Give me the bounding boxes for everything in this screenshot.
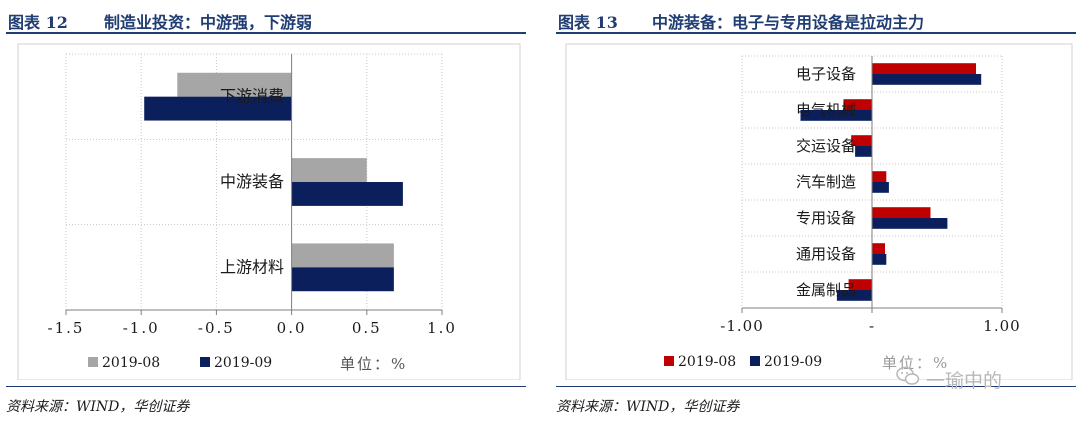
figure-13-bottom-rule — [556, 386, 1076, 387]
bar-2019-09-交运设备 — [855, 146, 872, 157]
bar-2019-09-通用设备 — [872, 254, 887, 265]
x-tick-label: -1.5 — [48, 319, 85, 337]
bar-2019-08-电气机械 — [843, 99, 872, 110]
category-label: 中游装备 — [220, 172, 284, 191]
category-label: 汽车制造 — [796, 173, 856, 191]
bar-2019-09-中游装备 — [291, 182, 403, 206]
category-label: 通用设备 — [796, 245, 856, 263]
bar-2019-09-专用设备 — [872, 218, 948, 229]
x-tick-label: -1.00 — [720, 317, 763, 335]
figure-12-label: 图表 12 — [8, 13, 68, 32]
legend-swatch-2019-08 — [664, 356, 674, 366]
wechat-icon — [896, 366, 920, 385]
legend-label-2019-09: 2019-09 — [214, 355, 272, 371]
unit-label: 单位：% — [882, 354, 949, 372]
category-label: 交运设备 — [796, 137, 856, 155]
legend-label-2019-08: 2019-08 — [102, 355, 160, 371]
x-tick-label: 0.5 — [352, 319, 382, 337]
figure-12-panel: 图表 12 制造业投资：中游强，下游弱 下游消费中游装备上游材料 -1.5 -1.0… — [6, 0, 526, 426]
bar-2019-08-中游装备 — [291, 158, 367, 182]
figure-13-label: 图表 13 — [558, 13, 618, 32]
x-tick-label: - — [869, 317, 875, 335]
figure-13-panel: 图表 13 中游装备：电子与专用设备是拉动主力 电子设备电气机械交运设备汽车制造… — [556, 0, 1076, 426]
bar-2019-09-电子设备 — [872, 74, 982, 85]
bar-2019-09-下游消费 — [144, 96, 292, 121]
legend-label-2019-09: 2019-09 — [764, 354, 822, 370]
category-label: 金属制品 — [796, 281, 856, 299]
category-label: 上游材料 — [220, 257, 284, 276]
bar-2019-09-上游材料 — [291, 267, 394, 292]
bar-2019-08-汽车制造 — [872, 171, 887, 182]
x-tick-label: -1.0 — [123, 319, 160, 337]
bar-2019-08-下游消费 — [177, 72, 292, 97]
bar-2019-09-金属制品 — [836, 290, 872, 301]
x-tick-label: 0.0 — [277, 319, 307, 337]
watermark: 一瑜中的 — [896, 364, 1046, 394]
bar-2019-08-专用设备 — [872, 207, 931, 218]
plot-frame — [565, 43, 1073, 380]
figure-12-title-bar: 图表 12 制造业投资：中游强，下游弱 — [6, 6, 526, 34]
legend-swatch-2019-08 — [88, 357, 98, 367]
category-label: 专用设备 — [796, 209, 856, 227]
figure-13-chart: 电子设备电气机械交运设备汽车制造专用设备通用设备金属制品-1.00-1.0020… — [565, 43, 1073, 380]
figure-13-source: 资料来源：WIND，华创证券 — [556, 399, 740, 415]
bar-2019-08-交运设备 — [851, 135, 872, 146]
x-tick-label: 1.0 — [427, 319, 457, 337]
category-label: 下游消费 — [220, 87, 284, 106]
figure-13-title: 中游装备：电子与专用设备是拉动主力 — [652, 13, 925, 32]
category-label: 电气机械 — [796, 101, 856, 119]
bar-2019-08-金属制品 — [848, 279, 872, 290]
figure-12-bottom-rule — [6, 386, 526, 387]
figure-12-title: 制造业投资：中游强，下游弱 — [104, 13, 313, 32]
figure-12-source: 资料来源：WIND，华创证券 — [6, 399, 190, 415]
x-tick-label: 1.00 — [983, 317, 1020, 335]
watermark-text: 一瑜中的 — [926, 370, 1003, 392]
bar-2019-08-上游材料 — [291, 243, 394, 268]
bar-2019-09-汽车制造 — [872, 182, 889, 193]
plot-frame — [17, 43, 521, 380]
unit-label: 单位：% — [340, 355, 407, 373]
bar-2019-08-通用设备 — [872, 243, 885, 254]
legend-swatch-2019-09 — [750, 356, 760, 366]
figure-13-title-bar: 图表 13 中游装备：电子与专用设备是拉动主力 — [556, 6, 1076, 34]
x-tick-label: -0.5 — [198, 319, 235, 337]
category-label: 电子设备 — [796, 65, 856, 83]
legend-swatch-2019-09 — [200, 357, 210, 367]
legend-label-2019-08: 2019-08 — [678, 354, 736, 370]
bar-2019-09-电气机械 — [800, 110, 872, 121]
bar-2019-08-电子设备 — [872, 63, 976, 74]
